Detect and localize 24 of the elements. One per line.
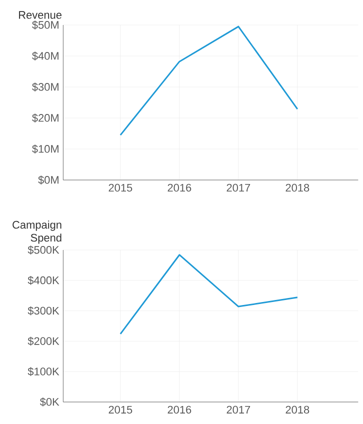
y-tick-label: $20M [32, 114, 58, 122]
y-tick-label: $50M [32, 20, 58, 30]
y-tick-label: $100K [28, 367, 60, 376]
y-tick-label: $400K [28, 276, 60, 285]
line-series [120, 254, 298, 335]
x-tick-label: 2017 [226, 406, 250, 414]
y-tick-label: $0K [40, 398, 60, 406]
x-tick-label: 2018 [286, 184, 310, 192]
y-tick-label: $10M [32, 144, 58, 154]
y-tick-label: $500K [28, 246, 60, 254]
x-tick-label: 2018 [286, 406, 310, 414]
x-tick-label: 2016 [168, 184, 192, 192]
x-tick-label: 2017 [226, 184, 250, 192]
x-tick-label: 2015 [108, 184, 132, 192]
y-tick-label: $300K [28, 306, 60, 316]
line-series [120, 26, 298, 136]
x-tick-label: 2016 [168, 406, 192, 414]
y-tick-label: $30M [32, 82, 58, 92]
y-tick-label: $0M [38, 176, 58, 184]
x-tick-label: 2015 [108, 406, 132, 414]
y-axis-title: Campaign Spend [12, 220, 62, 244]
y-tick-label: $40M [32, 52, 58, 60]
y-axis-title: Revenue [18, 11, 62, 19]
y-tick-label: $200K [28, 336, 60, 346]
